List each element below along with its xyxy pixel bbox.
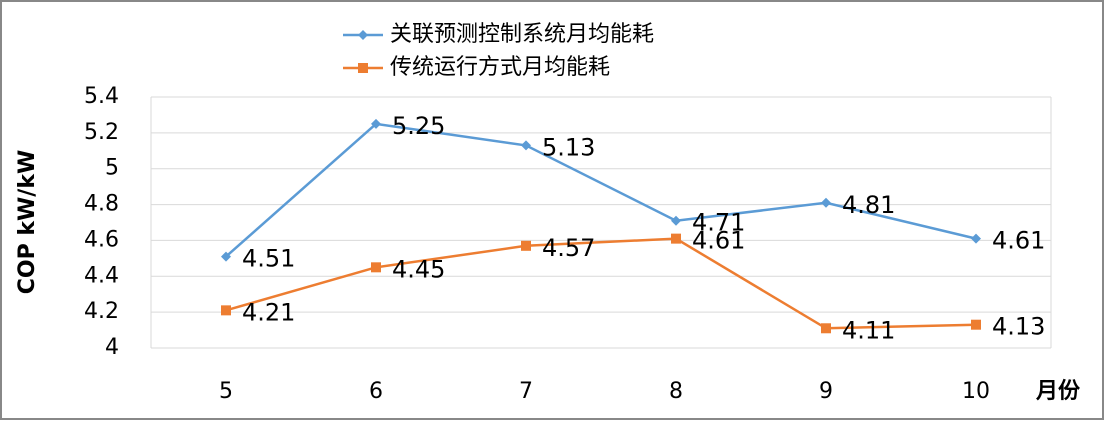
x-tick-label: 6 <box>369 379 383 404</box>
y-tick-label: 4.2 <box>84 299 119 324</box>
data-label: 4.81 <box>842 191 895 219</box>
y-axis-label: COP kW/kW <box>15 150 40 294</box>
point-marker <box>371 118 381 129</box>
x-tick-label: 8 <box>669 379 683 404</box>
point-marker <box>821 197 831 208</box>
point-marker <box>521 240 531 251</box>
y-tick-label: 5 <box>105 156 119 181</box>
y-tick-label: 4.4 <box>84 263 119 288</box>
x-tick-label: 5 <box>219 379 233 404</box>
y-tick-label: 4.8 <box>84 192 119 217</box>
y-tick-label: 4 <box>105 335 119 360</box>
x-tick-label: 10 <box>962 379 990 404</box>
point-marker <box>358 63 368 73</box>
point-marker <box>671 233 681 244</box>
data-label: 4.13 <box>992 313 1045 341</box>
x-tick-label: 7 <box>519 379 533 404</box>
y-tick-label: 5.4 <box>84 84 119 109</box>
y-tick-label: 4.6 <box>84 227 119 252</box>
data-label: 4.71 <box>692 209 745 237</box>
data-label: 5.25 <box>392 112 445 140</box>
legend-label: 关联预测控制系统月均能耗 <box>390 22 654 47</box>
data-label: 4.51 <box>242 245 295 273</box>
series-line <box>225 237 977 330</box>
data-label: 4.57 <box>542 234 595 262</box>
x-axis-label: 月份 <box>1035 379 1081 404</box>
x-tick-label: 9 <box>819 379 833 404</box>
point-marker <box>521 140 531 151</box>
point-marker <box>971 233 981 244</box>
point-marker <box>671 215 681 226</box>
data-label: 4.21 <box>242 298 295 326</box>
point-marker <box>221 305 231 316</box>
point-marker <box>371 262 381 273</box>
data-label: 5.13 <box>542 133 595 161</box>
data-label: 4.11 <box>842 316 895 344</box>
point-marker <box>358 30 368 40</box>
point-marker <box>971 319 981 330</box>
data-label: 4.61 <box>692 227 745 255</box>
y-tick-label: 5.2 <box>84 120 119 145</box>
legend-label: 传统运行方式月均能耗 <box>390 55 610 80</box>
data-label: 4.61 <box>992 227 1045 255</box>
point-marker <box>221 251 231 262</box>
data-label: 4.45 <box>392 255 445 283</box>
series-line <box>225 122 977 258</box>
point-marker <box>821 323 831 334</box>
